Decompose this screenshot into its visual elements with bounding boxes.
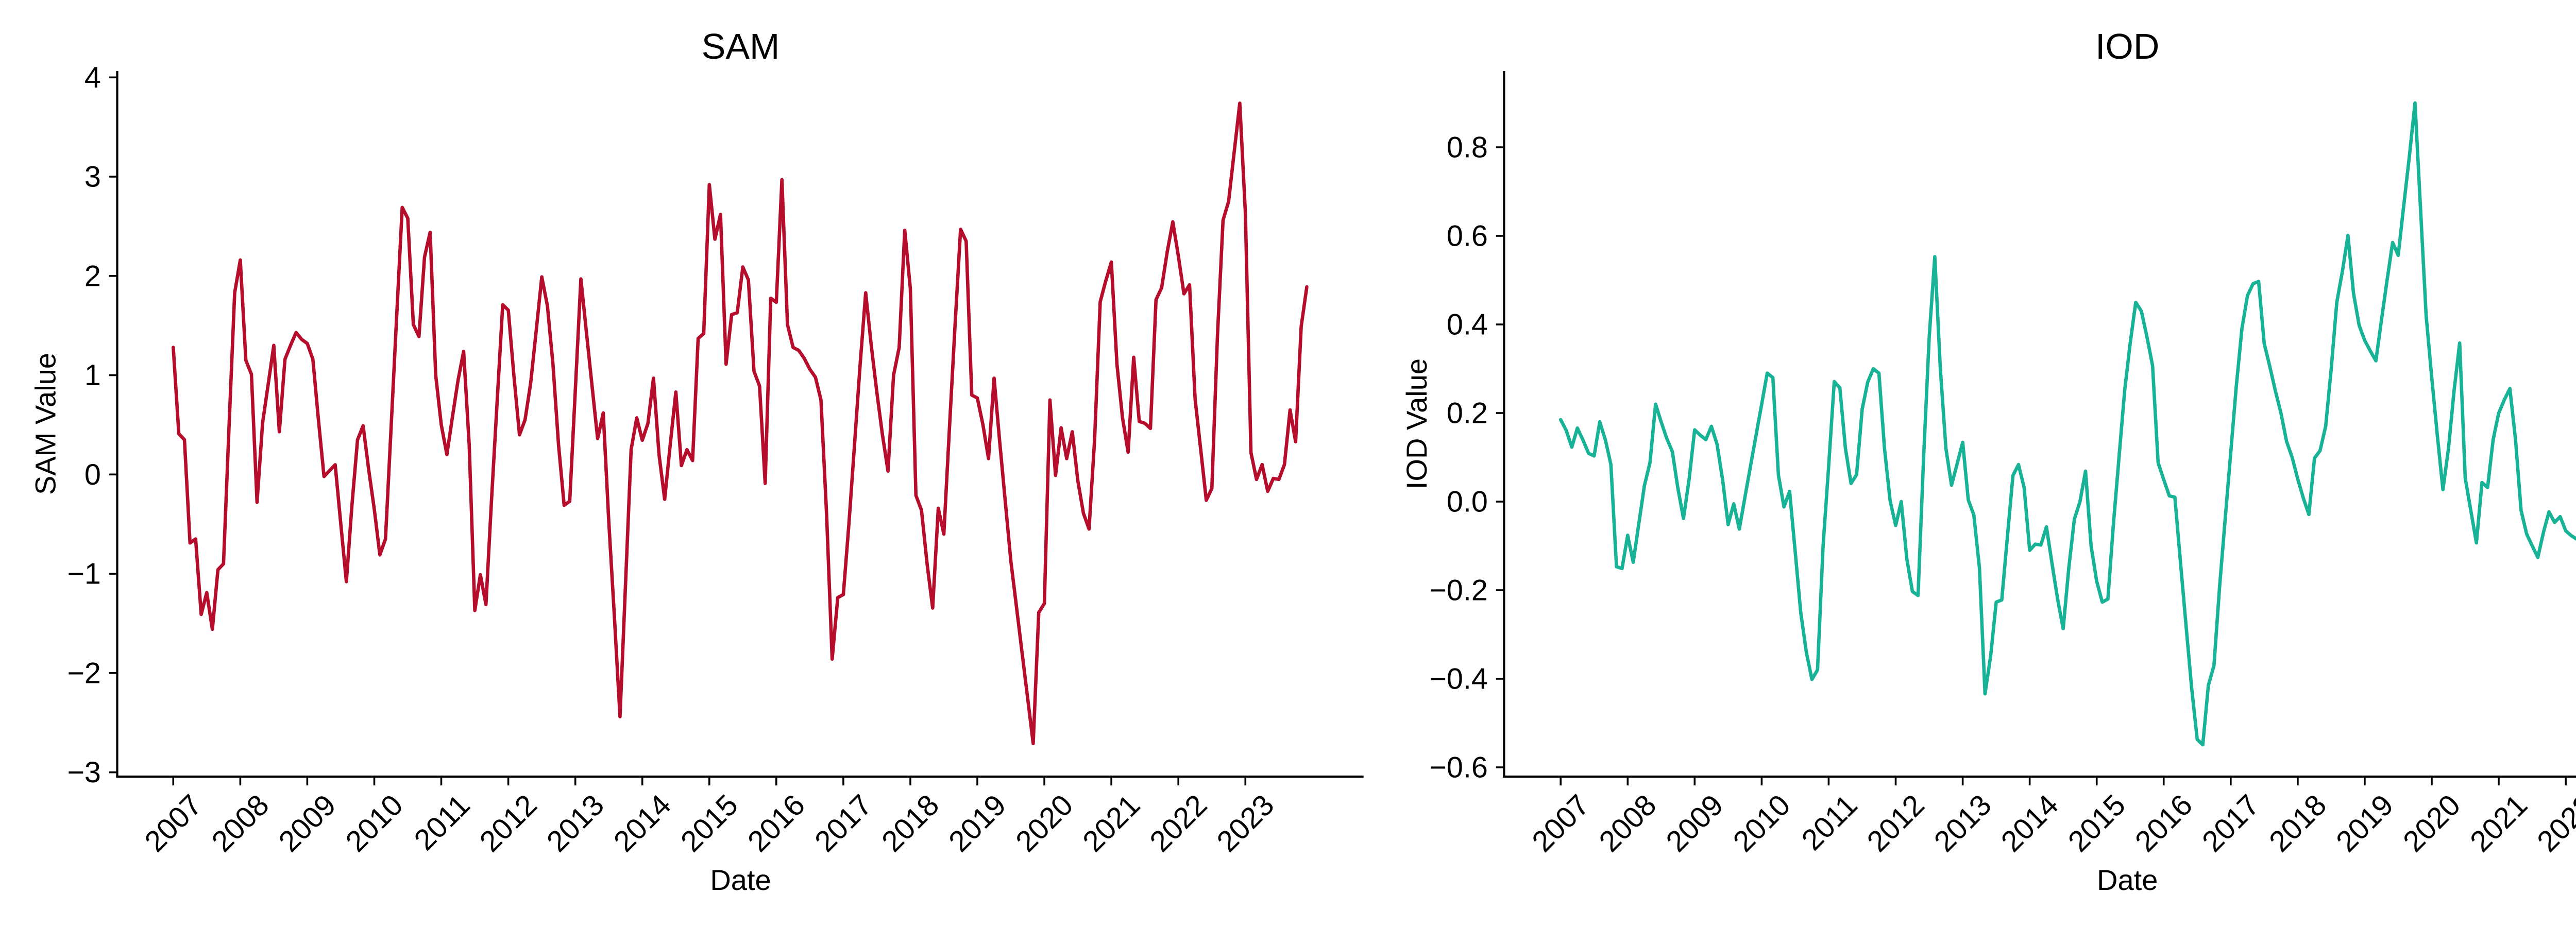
svg-text:−0.4: −0.4	[1429, 663, 1488, 696]
svg-text:−0.6: −0.6	[1429, 751, 1488, 784]
svg-text:1: 1	[84, 359, 101, 392]
svg-text:Date: Date	[2097, 864, 2158, 896]
svg-text:−1: −1	[67, 558, 101, 591]
svg-text:0.4: 0.4	[1447, 308, 1488, 341]
svg-text:0.6: 0.6	[1447, 220, 1488, 253]
svg-text:−3: −3	[67, 756, 101, 789]
svg-text:SAM: SAM	[702, 26, 780, 66]
svg-text:0.0: 0.0	[1447, 486, 1488, 519]
svg-text:2: 2	[84, 260, 101, 293]
svg-text:0: 0	[84, 458, 101, 491]
svg-text:IOD: IOD	[2095, 26, 2159, 66]
svg-text:Date: Date	[710, 864, 771, 896]
svg-text:IOD Value: IOD Value	[1400, 358, 1433, 489]
svg-text:−2: −2	[67, 657, 101, 690]
svg-text:SAM Value: SAM Value	[29, 353, 62, 495]
svg-text:0.8: 0.8	[1447, 131, 1488, 164]
svg-text:0.2: 0.2	[1447, 397, 1488, 430]
svg-text:3: 3	[84, 161, 101, 194]
svg-text:−0.2: −0.2	[1429, 574, 1488, 607]
svg-text:4: 4	[84, 61, 101, 94]
